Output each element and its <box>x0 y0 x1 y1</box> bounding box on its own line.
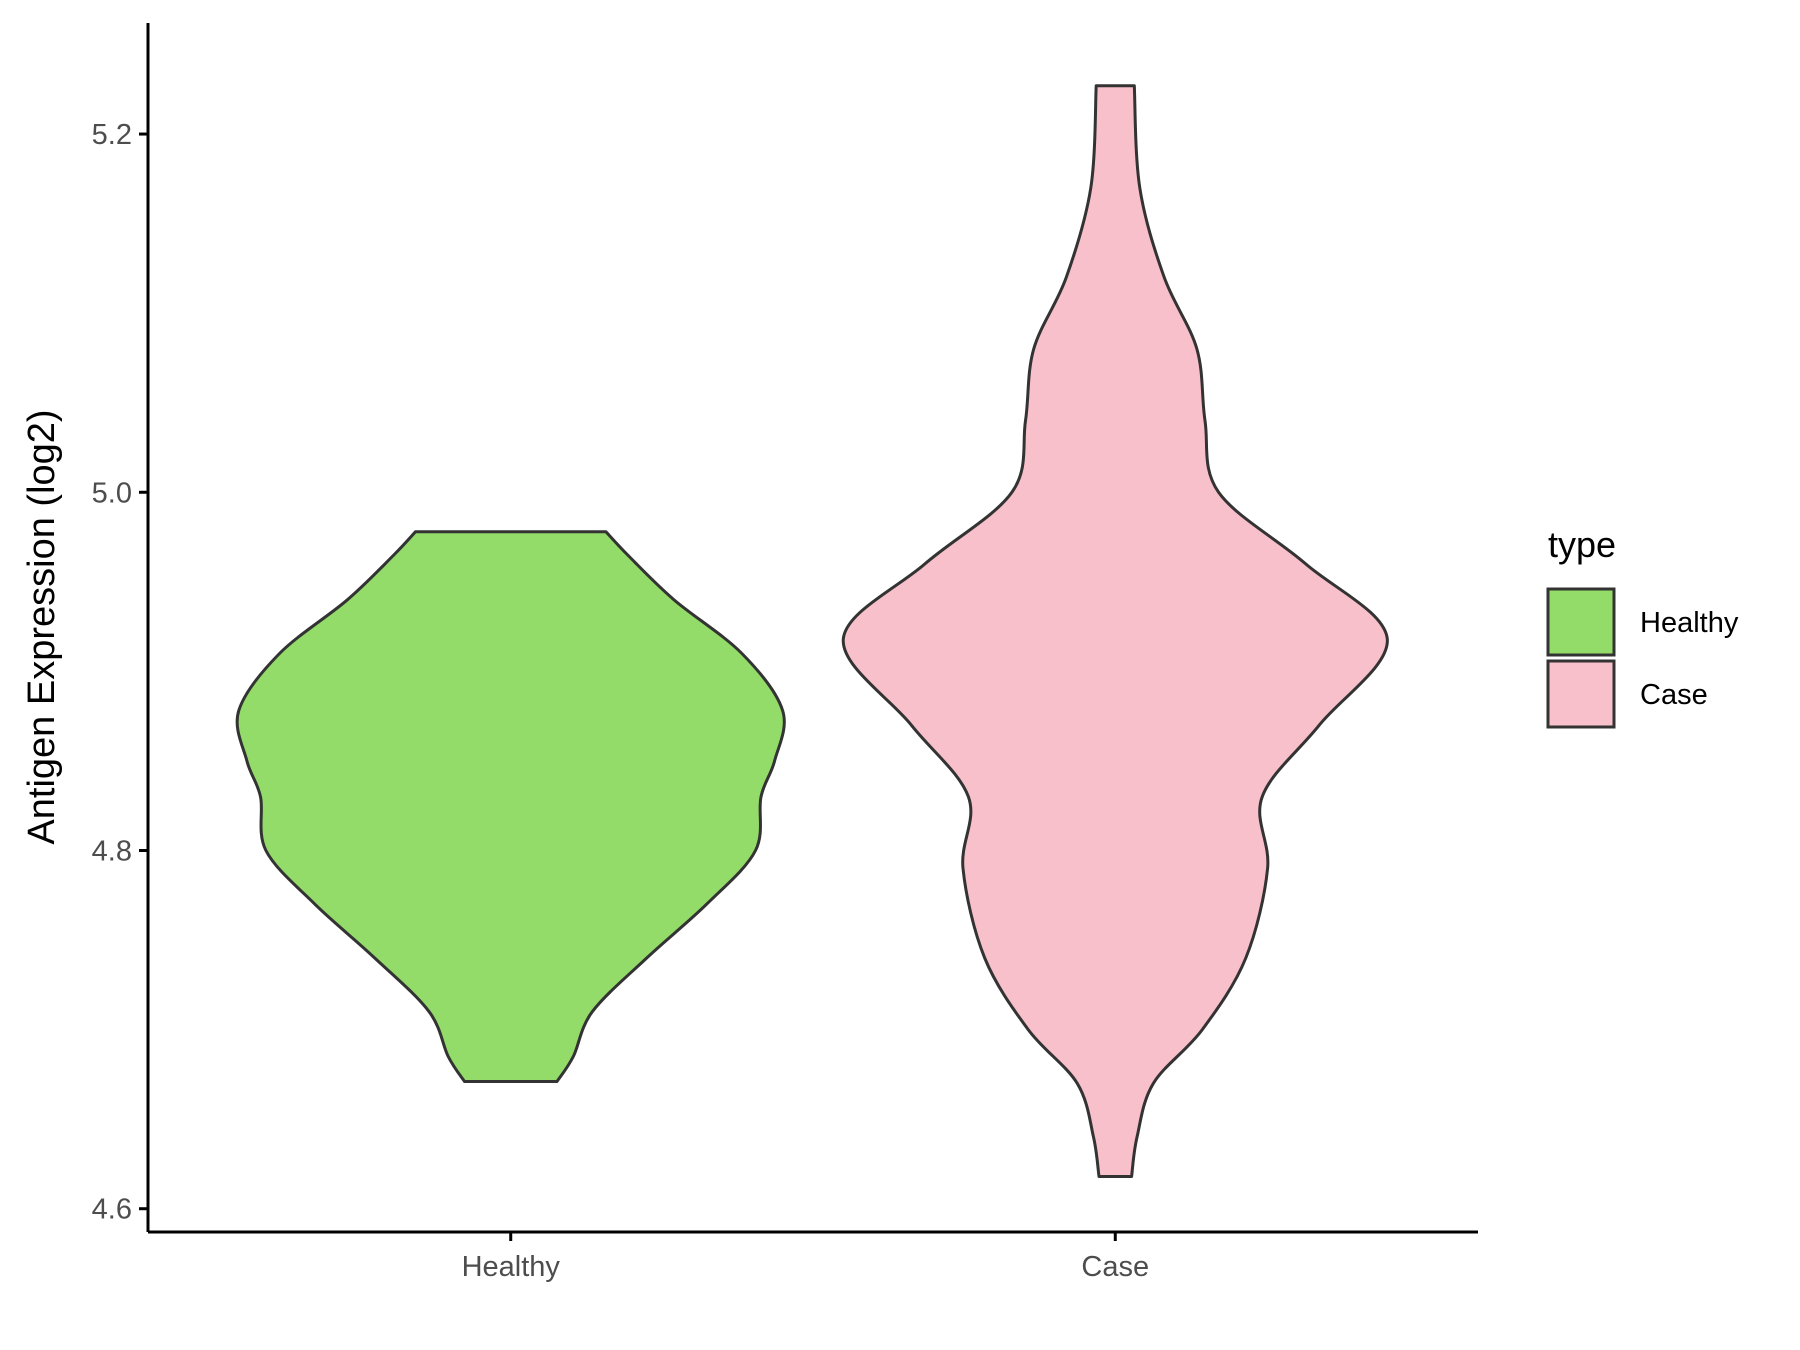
violin-case <box>841 84 1389 1178</box>
y-axis-ticks: 4.6 4.8 5.0 5.2 <box>92 119 148 1226</box>
y-tick-label: 4.6 <box>92 1194 132 1226</box>
y-tick-label: 5.0 <box>92 477 132 509</box>
violin-healthy <box>235 530 786 1083</box>
legend-title: type <box>1548 524 1616 565</box>
y-tick-label: 5.2 <box>92 119 132 151</box>
x-tick-label: Case <box>1081 1251 1149 1283</box>
legend-entries: Healthy Case <box>1546 587 1739 729</box>
y-tick-label: 4.8 <box>92 835 132 867</box>
legend-label-case: Case <box>1640 679 1708 711</box>
legend-key-case <box>1546 659 1616 729</box>
x-axis-ticks: Healthy Case <box>462 1232 1149 1283</box>
x-tick-label: Healthy <box>462 1251 561 1283</box>
legend: type Healthy Case <box>1546 524 1739 729</box>
legend-label-healthy: Healthy <box>1640 607 1739 639</box>
violins-layer <box>235 84 1389 1178</box>
legend-key-healthy <box>1546 587 1616 657</box>
y-axis-title: Antigen Expression (log2) <box>21 409 63 844</box>
